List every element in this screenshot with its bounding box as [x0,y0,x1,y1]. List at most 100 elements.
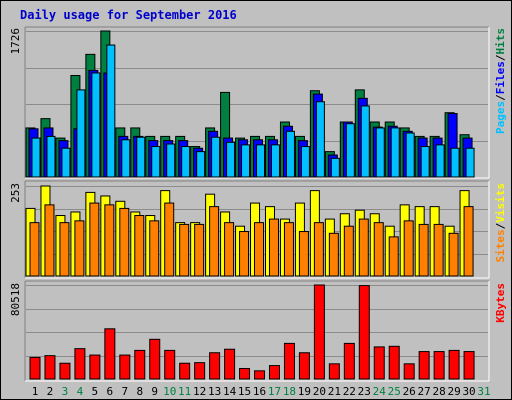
day-label-13: 13 [208,385,221,398]
day-label-18: 18 [283,385,296,398]
kbytes-bar-1 [29,356,41,380]
legend-hits-files-pages-part-3: / [494,54,507,61]
sites-bar-19 [298,231,309,277]
sites-bar-24 [373,222,384,277]
day-label-11: 11 [178,385,191,398]
pages-bar-21 [330,157,340,178]
sites-bar-30 [463,206,474,277]
day-label-15: 15 [238,385,251,398]
legend-visits-sites: Sites/Visits [494,183,507,263]
pages-bar-5 [91,72,101,178]
legend-visits-sites-part-1: / [494,222,507,229]
day-label-23: 23 [358,385,371,398]
pages-bar-28 [435,144,445,178]
legend-kbytes-part-0: KBytes [494,283,507,323]
sites-bar-5 [89,202,100,277]
day-label-8: 8 [136,385,143,398]
legend-hits-files-pages-part-0: Pages [494,101,507,134]
kbytes-bar-11 [179,362,191,380]
sites-bar-26 [403,220,414,277]
legend-hits-files-pages: Pages/Files/Hits [494,28,507,134]
day-label-24: 24 [373,385,387,398]
legend-hits-files-pages-part-2: Files [494,61,507,94]
kbytes-bar-18 [283,342,295,380]
day-label-26: 26 [403,385,416,398]
sites-bar-23 [358,218,369,277]
kbytes-bar-6 [104,328,116,380]
day-label-21: 21 [328,385,341,398]
pages-bar-6 [106,44,116,178]
sites-bar-20 [313,222,324,277]
sites-bar-2 [44,204,55,277]
day-label-10: 10 [163,385,176,398]
y-max-label-kbytes: 80518 [9,283,22,316]
kbytes-bar-21 [328,363,340,380]
kbytes-bar-7 [119,354,131,380]
sites-bar-21 [328,232,339,277]
legend-kbytes: KBytes [494,283,507,323]
kbytes-bar-25 [388,345,400,380]
pages-bar-16 [256,144,266,178]
day-label-29: 29 [447,385,460,398]
pages-bar-25 [390,127,400,178]
day-label-12: 12 [193,385,206,398]
day-label-31: 31 [477,385,490,398]
sites-bar-1 [29,222,40,277]
pages-bar-2 [46,135,56,178]
sites-bar-22 [343,225,354,277]
kbytes-bar-17 [268,365,280,380]
pages-bar-29 [450,147,460,178]
kbytes-bar-23 [358,285,370,380]
day-label-14: 14 [223,385,237,398]
pages-bar-13 [211,136,221,178]
sites-bar-13 [209,206,220,277]
pages-bar-8 [136,136,146,178]
day-label-22: 22 [343,385,356,398]
day-label-7: 7 [121,385,128,398]
pages-bar-9 [151,146,161,178]
kbytes-bar-12 [194,362,206,380]
kbytes-bar-28 [433,351,445,380]
sites-bar-29 [448,232,459,277]
day-label-5: 5 [92,385,99,398]
legend-visits-sites-part-0: Sites [494,229,507,262]
day-label-20: 20 [313,385,326,398]
legend-visits-sites-part-2: Visits [494,183,507,223]
pages-bar-17 [270,144,280,178]
y-max-label-visits: 253 [9,183,22,203]
chart-title: Daily usage for September 2016 [20,8,237,22]
day-label-16: 16 [253,385,266,398]
sites-bar-8 [134,215,145,277]
sites-bar-10 [164,202,175,277]
sites-bar-16 [254,222,265,277]
sites-bar-15 [239,231,250,277]
pages-bar-3 [61,147,71,178]
sites-bar-28 [433,223,444,277]
day-label-4: 4 [77,385,84,398]
day-label-1: 1 [32,385,39,398]
kbytes-bar-26 [403,363,415,380]
sites-bar-18 [283,222,294,277]
pages-bar-1 [31,137,41,178]
kbytes-bar-2 [44,355,56,380]
kbytes-bar-29 [448,349,460,380]
sites-bar-25 [388,236,399,277]
kbytes-bar-9 [149,338,161,380]
kbytes-bar-19 [298,352,310,380]
kbytes-bar-16 [254,370,266,380]
pages-bar-11 [181,146,191,178]
sites-bar-3 [59,222,70,277]
kbytes-bar-20 [313,284,325,380]
kbytes-bar-14 [224,348,236,380]
day-label-28: 28 [433,385,446,398]
legend-hits-files-pages-part-1: / [494,94,507,101]
kbytes-bar-13 [209,352,221,380]
kbytes-bar-8 [134,349,146,380]
sites-bar-11 [179,223,190,277]
pages-bar-20 [315,101,325,178]
legend-hits-files-pages-part-4: Hits [494,28,507,55]
day-label-19: 19 [298,385,311,398]
sites-bar-12 [194,223,205,277]
kbytes-bar-27 [418,351,430,380]
